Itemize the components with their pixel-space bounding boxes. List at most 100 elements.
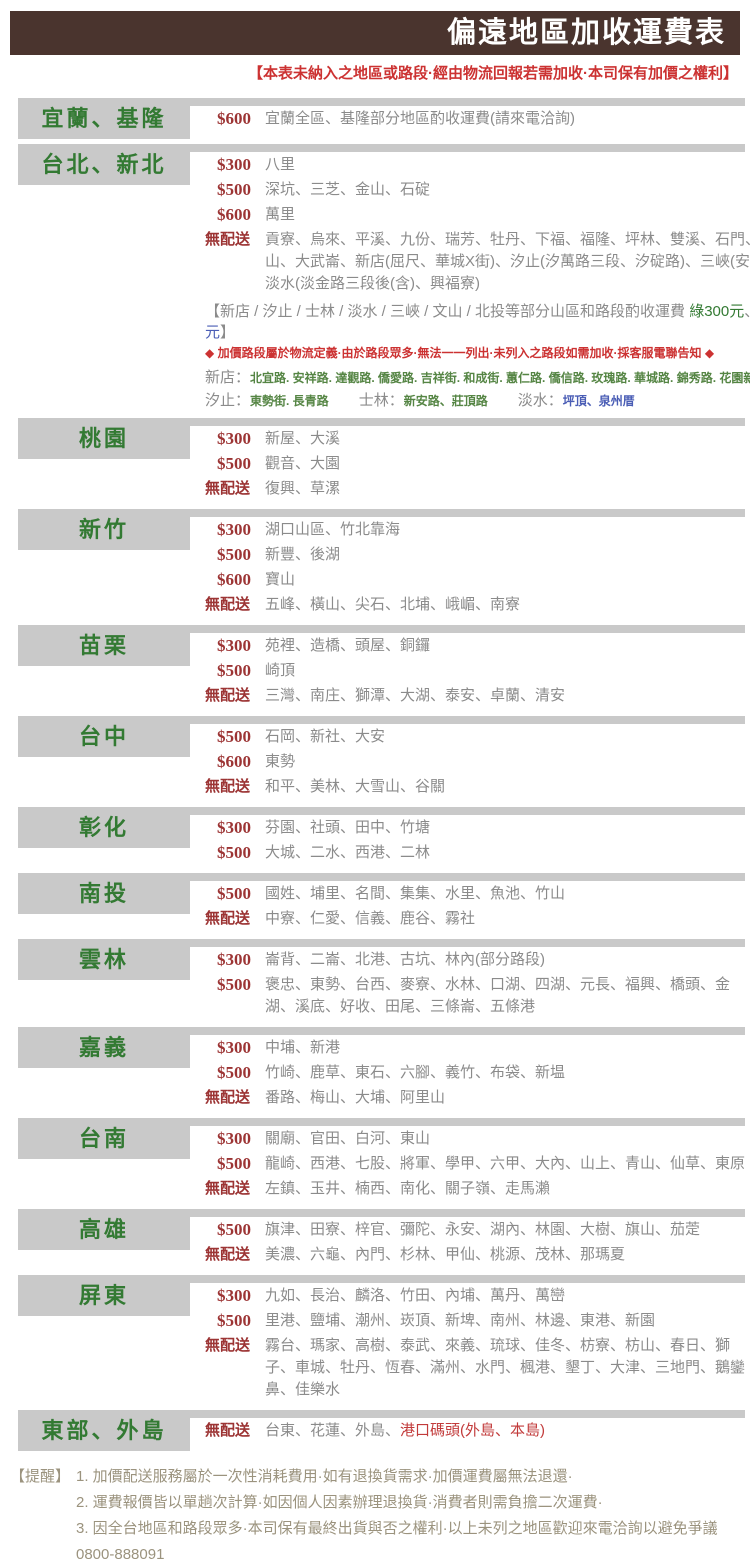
road-group-roads: 新安路、莊頂路 [403, 394, 488, 408]
section-divider-bar [18, 873, 745, 881]
header-disclaimer: 【本表未納入之地區或路段·經由物流回報若需加收·本司保有加價之權利】 [248, 65, 738, 82]
fee-row: $600 宜蘭全區、基隆部分地區酌收運費(請來電洽詢) [205, 108, 745, 130]
region-label: 苗栗 [18, 633, 190, 666]
fee-list: $300 九如、長治、麟洛、竹田、內埔、萬丹、萬巒 $500 里港、鹽埔、潮州、崁頂… [190, 1283, 745, 1405]
fee-amount: $500 [217, 180, 251, 199]
region-section: 台南 $300 關廟、官田、白河、東山 $500 龍崎、西港、七股、將軍、學甲、六甲… [18, 1118, 745, 1204]
fee-row: $500 新豐、後湖 [205, 544, 745, 566]
fee-areas: 三灣、南庄、獅潭、大湖、泰安、卓蘭、清安 [265, 687, 566, 704]
fee-row: 無配送 左鎮、玉井、楠西、南化、關子嶺、走馬瀨 [205, 1178, 745, 1200]
region-section: 嘉義 $300 中埔、新港 $500 竹崎、鹿草、東石、六腳、義竹、布袋、新塭 無配… [18, 1027, 745, 1113]
fee-amount: 無配送 [205, 480, 251, 497]
fee-amount: $600 [217, 570, 251, 589]
section-divider-bar [18, 98, 745, 106]
mountain-surcharge-heading: 【新店 / 汐止 / 士林 / 淡水 / 三峽 / 文山 / 北投等部分山區和路… [205, 303, 750, 341]
region-section: 雲林 $300 崙背、二崙、北港、古坑、林內(部分路段) $500 褒忠、東勢、台西… [18, 939, 745, 1022]
fee-row: $600 寶山 [205, 569, 745, 591]
fee-amount: $500 [217, 884, 251, 903]
fee-row: $300 關廟、官田、白河、東山 [205, 1128, 745, 1150]
region-label: 宜蘭、基隆 [18, 106, 190, 139]
fee-amount: $500 [217, 1063, 251, 1082]
fee-row: $500 旗津、田寮、梓官、彌陀、永安、湖內、林園、大樹、旗山、茄萣 [205, 1219, 745, 1241]
fee-row: 無配送 和平、美林、大雪山、谷關 [205, 776, 745, 798]
fee-amount: $600 [217, 752, 251, 771]
region-label: 台北、新北 [18, 152, 190, 185]
fee-areas: 和平、美林、大雪山、谷關 [265, 778, 446, 795]
fee-areas: 九如、長治、麟洛、竹田、內埔、萬丹、萬巒 [265, 1287, 566, 1304]
fee-areas: 宜蘭全區、基隆部分地區酌收運費(請來電洽詢) [265, 110, 575, 127]
fee-amount: $300 [217, 818, 251, 837]
section-divider-bar [18, 625, 745, 633]
fee-areas: 深坑、三芝、金山、石碇 [265, 181, 431, 198]
fee-amount: $300 [217, 155, 251, 174]
fee-amount: $500 [217, 661, 251, 680]
fee-amount: $300 [217, 950, 251, 969]
region-label: 東部、外島 [18, 1418, 190, 1451]
fee-amount: $300 [217, 636, 251, 655]
fee-amount: $500 [217, 1220, 251, 1239]
region-section: 台北、新北 $300 八里 $500 深坑、三芝、金山、石碇 $600 萬里 無配送貢… [18, 144, 750, 413]
fee-list: $300 八里 $500 深坑、三芝、金山、石碇 $600 萬里 無配送 貢寮、烏來、平… [190, 152, 750, 413]
road-group: 汐止：東勢街. 長青路 [205, 389, 329, 410]
fee-row: $500 崎頂 [205, 660, 745, 682]
section-divider-bar [18, 1410, 745, 1418]
fee-list: $300 苑裡、造橋、頭屋、銅鑼 $500 崎頂 無配送 三灣、南庄、獅潭、大湖、泰安… [190, 633, 745, 711]
section-divider-bar [18, 418, 745, 426]
fee-amount: $300 [217, 429, 251, 448]
region-label: 嘉義 [18, 1035, 190, 1068]
road-list-line: 汐止：東勢街. 長青路 士林：新安路、莊頂路 淡水：坪頂、泉州厝 [205, 389, 750, 410]
fee-amount: $600 [217, 205, 251, 224]
road-group-label: 淡水： [517, 392, 563, 409]
region-section: 桃園 $300 新屋、大溪 $500 觀音、大園 無配送 復興、草漯 [18, 418, 745, 504]
fee-row: $500 褒忠、東勢、台西、麥寮、水林、口湖、四湖、元長、福興、橋頭、金湖、溪底、… [205, 974, 745, 1018]
region-section: 高雄 $500 旗津、田寮、梓官、彌陀、永安、湖內、林園、大樹、旗山、茄萣 無配送… [18, 1209, 745, 1270]
fee-row: $500 國姓、埔里、名間、集集、水里、魚池、竹山 [205, 883, 745, 905]
section-divider-bar [18, 1275, 745, 1283]
region-label: 台中 [18, 724, 190, 757]
fee-row: $500 深坑、三芝、金山、石碇 [205, 179, 750, 201]
fee-row: $500 觀音、大園 [205, 453, 745, 475]
fee-row: 無配送 貢寮、烏來、平溪、九份、瑞芳、牡丹、下福、福隆、坪林、雙溪、石門、陽明山、… [205, 229, 750, 295]
fee-row: 無配送 美濃、六龜、內門、杉林、甲仙、桃源、茂林、那瑪夏 [205, 1244, 745, 1266]
region-section: 屏東 $300 九如、長治、麟洛、竹田、內埔、萬丹、萬巒 $500 里港、鹽埔、潮州… [18, 1275, 745, 1405]
region-label: 雲林 [18, 947, 190, 980]
fee-areas: 石岡、新社、大安 [265, 728, 386, 745]
footer-note-1: 1. 加價配送服務屬於一次性消耗費用·如有退換貨需求·加價運費屬無法退還· [76, 1468, 573, 1485]
fee-row: $300 新屋、大溪 [205, 428, 745, 450]
fee-areas: 左鎮、玉井、楠西、南化、關子嶺、走馬瀨 [265, 1180, 551, 1197]
fee-amount: 無配送 [205, 596, 251, 613]
fee-list: $500 石岡、新社、大安 $600 東勢 無配送 和平、美林、大雪山、谷關 [190, 724, 745, 802]
sections: 宜蘭、基隆 $600 宜蘭全區、基隆部分地區酌收運費(請來電洽詢) 台北、新北 $… [18, 98, 750, 1451]
fee-areas: 霧台、瑪家、高樹、泰武、來義、琉球、佳冬、枋寮、枋山、春日、獅子、車城、牡丹、恆… [265, 1337, 746, 1398]
fee-areas: 旗津、田寮、梓官、彌陀、永安、湖內、林園、大樹、旗山、茄萣 [265, 1221, 701, 1238]
fee-row: $500 里港、鹽埔、潮州、崁頂、新埤、南州、林邊、東港、新園 [205, 1310, 745, 1332]
fee-row: $300 苑裡、造橋、頭屋、銅鑼 [205, 635, 745, 657]
road-group-roads: 北宜路. 安祥路. 達觀路. 僑愛路. 吉祥街. 和成街. 蕙仁路. 僑信路. … [250, 371, 750, 385]
footer-note-2: 2. 運費報價皆以單趟次計算·如因個人因素辦理退換貨·消費者則需負擔二次運費· [76, 1494, 603, 1511]
fee-areas: 褒忠、東勢、台西、麥寮、水林、口湖、四湖、元長、福興、橋頭、金湖、溪底、好收、田… [265, 976, 731, 1015]
fee-areas: 大城、二水、西港、二林 [265, 844, 431, 861]
region-label: 新竹 [18, 517, 190, 550]
fee-amount: 無配送 [205, 778, 251, 795]
road-group-roads: 東勢街. 長青路 [250, 394, 329, 408]
region-label: 台南 [18, 1126, 190, 1159]
fee-amount: $500 [217, 843, 251, 862]
fee-areas: 台東、花蓮、外島、港口碼頭(外島、本島) [265, 1422, 546, 1439]
fee-amount: $500 [217, 454, 251, 473]
fee-amount: $500 [217, 1311, 251, 1330]
region-label: 彰化 [18, 815, 190, 848]
fee-areas: 萬里 [265, 206, 296, 223]
fee-row: $500 竹崎、鹿草、東石、六腳、義竹、布袋、新塭 [205, 1062, 745, 1084]
section-divider-bar [18, 509, 745, 517]
fee-amount: $300 [217, 520, 251, 539]
fee-row: 無配送 霧台、瑪家、高樹、泰武、來義、琉球、佳冬、枋寮、枋山、春日、獅子、車城、牡… [205, 1335, 745, 1401]
region-section: 台中 $500 石岡、新社、大安 $600 東勢 無配送 和平、美林、大雪山、谷關 [18, 716, 745, 802]
region-section: 宜蘭、基隆 $600 宜蘭全區、基隆部分地區酌收運費(請來電洽詢) [18, 98, 745, 139]
footer-notes: 【提醒】 1. 加價配送服務屬於一次性消耗費用·如有退換貨需求·加價運費屬無法退… [10, 1464, 740, 1568]
road-group: 士林：新安路、莊頂路 [359, 389, 488, 410]
section-divider-bar [18, 807, 745, 815]
fee-row: $600 萬里 [205, 204, 750, 226]
fee-amount: 無配送 [205, 910, 251, 927]
fee-amount: $500 [217, 975, 251, 994]
fee-list: $300 湖口山區、竹北靠海 $500 新豐、後湖 $600 寶山 無配送 五峰、橫山、… [190, 517, 745, 620]
